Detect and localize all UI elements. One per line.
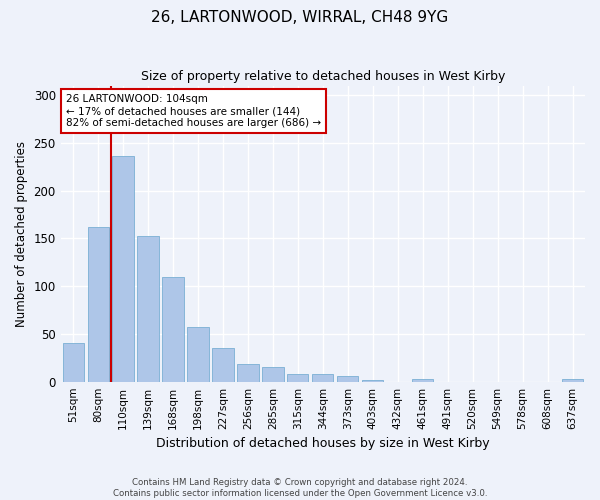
Bar	[262, 368, 284, 382]
Bar	[362, 380, 383, 382]
Bar	[562, 379, 583, 382]
Y-axis label: Number of detached properties: Number of detached properties	[15, 140, 28, 326]
Title: Size of property relative to detached houses in West Kirby: Size of property relative to detached ho…	[140, 70, 505, 83]
Bar	[312, 374, 334, 382]
Text: 26 LARTONWOOD: 104sqm
← 17% of detached houses are smaller (144)
82% of semi-det: 26 LARTONWOOD: 104sqm ← 17% of detached …	[66, 94, 321, 128]
Bar	[238, 364, 259, 382]
Bar	[62, 344, 84, 382]
Bar	[337, 376, 358, 382]
Text: Contains HM Land Registry data © Crown copyright and database right 2024.
Contai: Contains HM Land Registry data © Crown c…	[113, 478, 487, 498]
Bar	[412, 379, 433, 382]
Bar	[187, 327, 209, 382]
Bar	[212, 348, 233, 382]
X-axis label: Distribution of detached houses by size in West Kirby: Distribution of detached houses by size …	[156, 437, 490, 450]
Bar	[163, 276, 184, 382]
Bar	[112, 156, 134, 382]
Bar	[137, 236, 158, 382]
Bar	[287, 374, 308, 382]
Bar	[88, 227, 109, 382]
Text: 26, LARTONWOOD, WIRRAL, CH48 9YG: 26, LARTONWOOD, WIRRAL, CH48 9YG	[151, 10, 449, 25]
